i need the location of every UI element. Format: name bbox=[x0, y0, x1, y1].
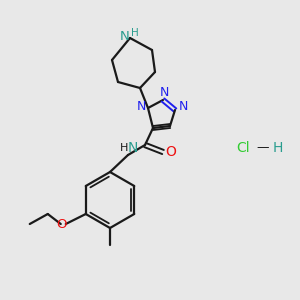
Text: N: N bbox=[120, 31, 130, 44]
Text: Cl: Cl bbox=[236, 141, 250, 155]
Text: H: H bbox=[131, 28, 139, 38]
Text: O: O bbox=[56, 218, 67, 230]
Text: N: N bbox=[159, 86, 169, 100]
Text: N: N bbox=[128, 141, 138, 155]
Text: H: H bbox=[273, 141, 283, 155]
Text: —: — bbox=[257, 142, 269, 154]
Text: O: O bbox=[166, 145, 176, 159]
Text: N: N bbox=[178, 100, 188, 112]
Text: H: H bbox=[120, 143, 128, 153]
Text: N: N bbox=[136, 100, 146, 113]
